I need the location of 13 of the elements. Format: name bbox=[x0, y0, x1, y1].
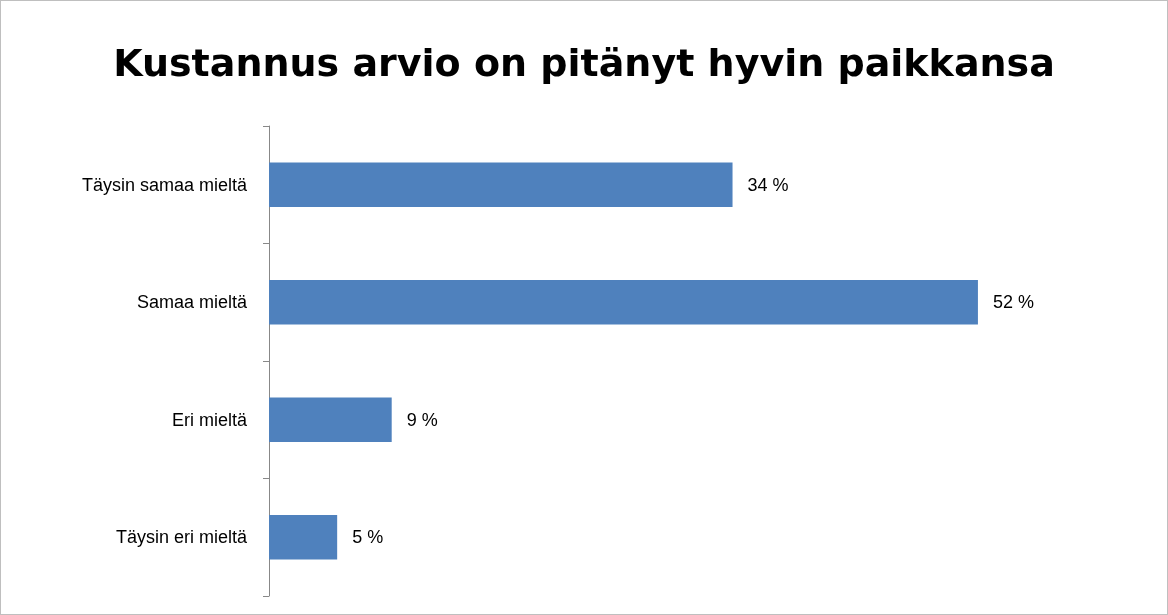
y-tick-label: Eri mieltä bbox=[171, 409, 248, 430]
data-label: 52 % bbox=[992, 292, 1034, 313]
bar bbox=[269, 397, 392, 443]
y-tick-label: Täysin samaa mieltä bbox=[81, 174, 248, 195]
data-label: 5 % bbox=[352, 527, 384, 548]
bar bbox=[269, 279, 978, 325]
bar bbox=[269, 162, 733, 208]
y-tick-label: Täysin eri mieltä bbox=[115, 527, 248, 548]
y-tick-label: Samaa mieltä bbox=[136, 292, 248, 313]
chart-title: Kustannus arvio on pitänyt hyvin paikkansa bbox=[113, 41, 1055, 85]
data-label: 34 % bbox=[747, 174, 789, 195]
data-label: 9 % bbox=[406, 409, 438, 430]
bar bbox=[269, 514, 338, 560]
